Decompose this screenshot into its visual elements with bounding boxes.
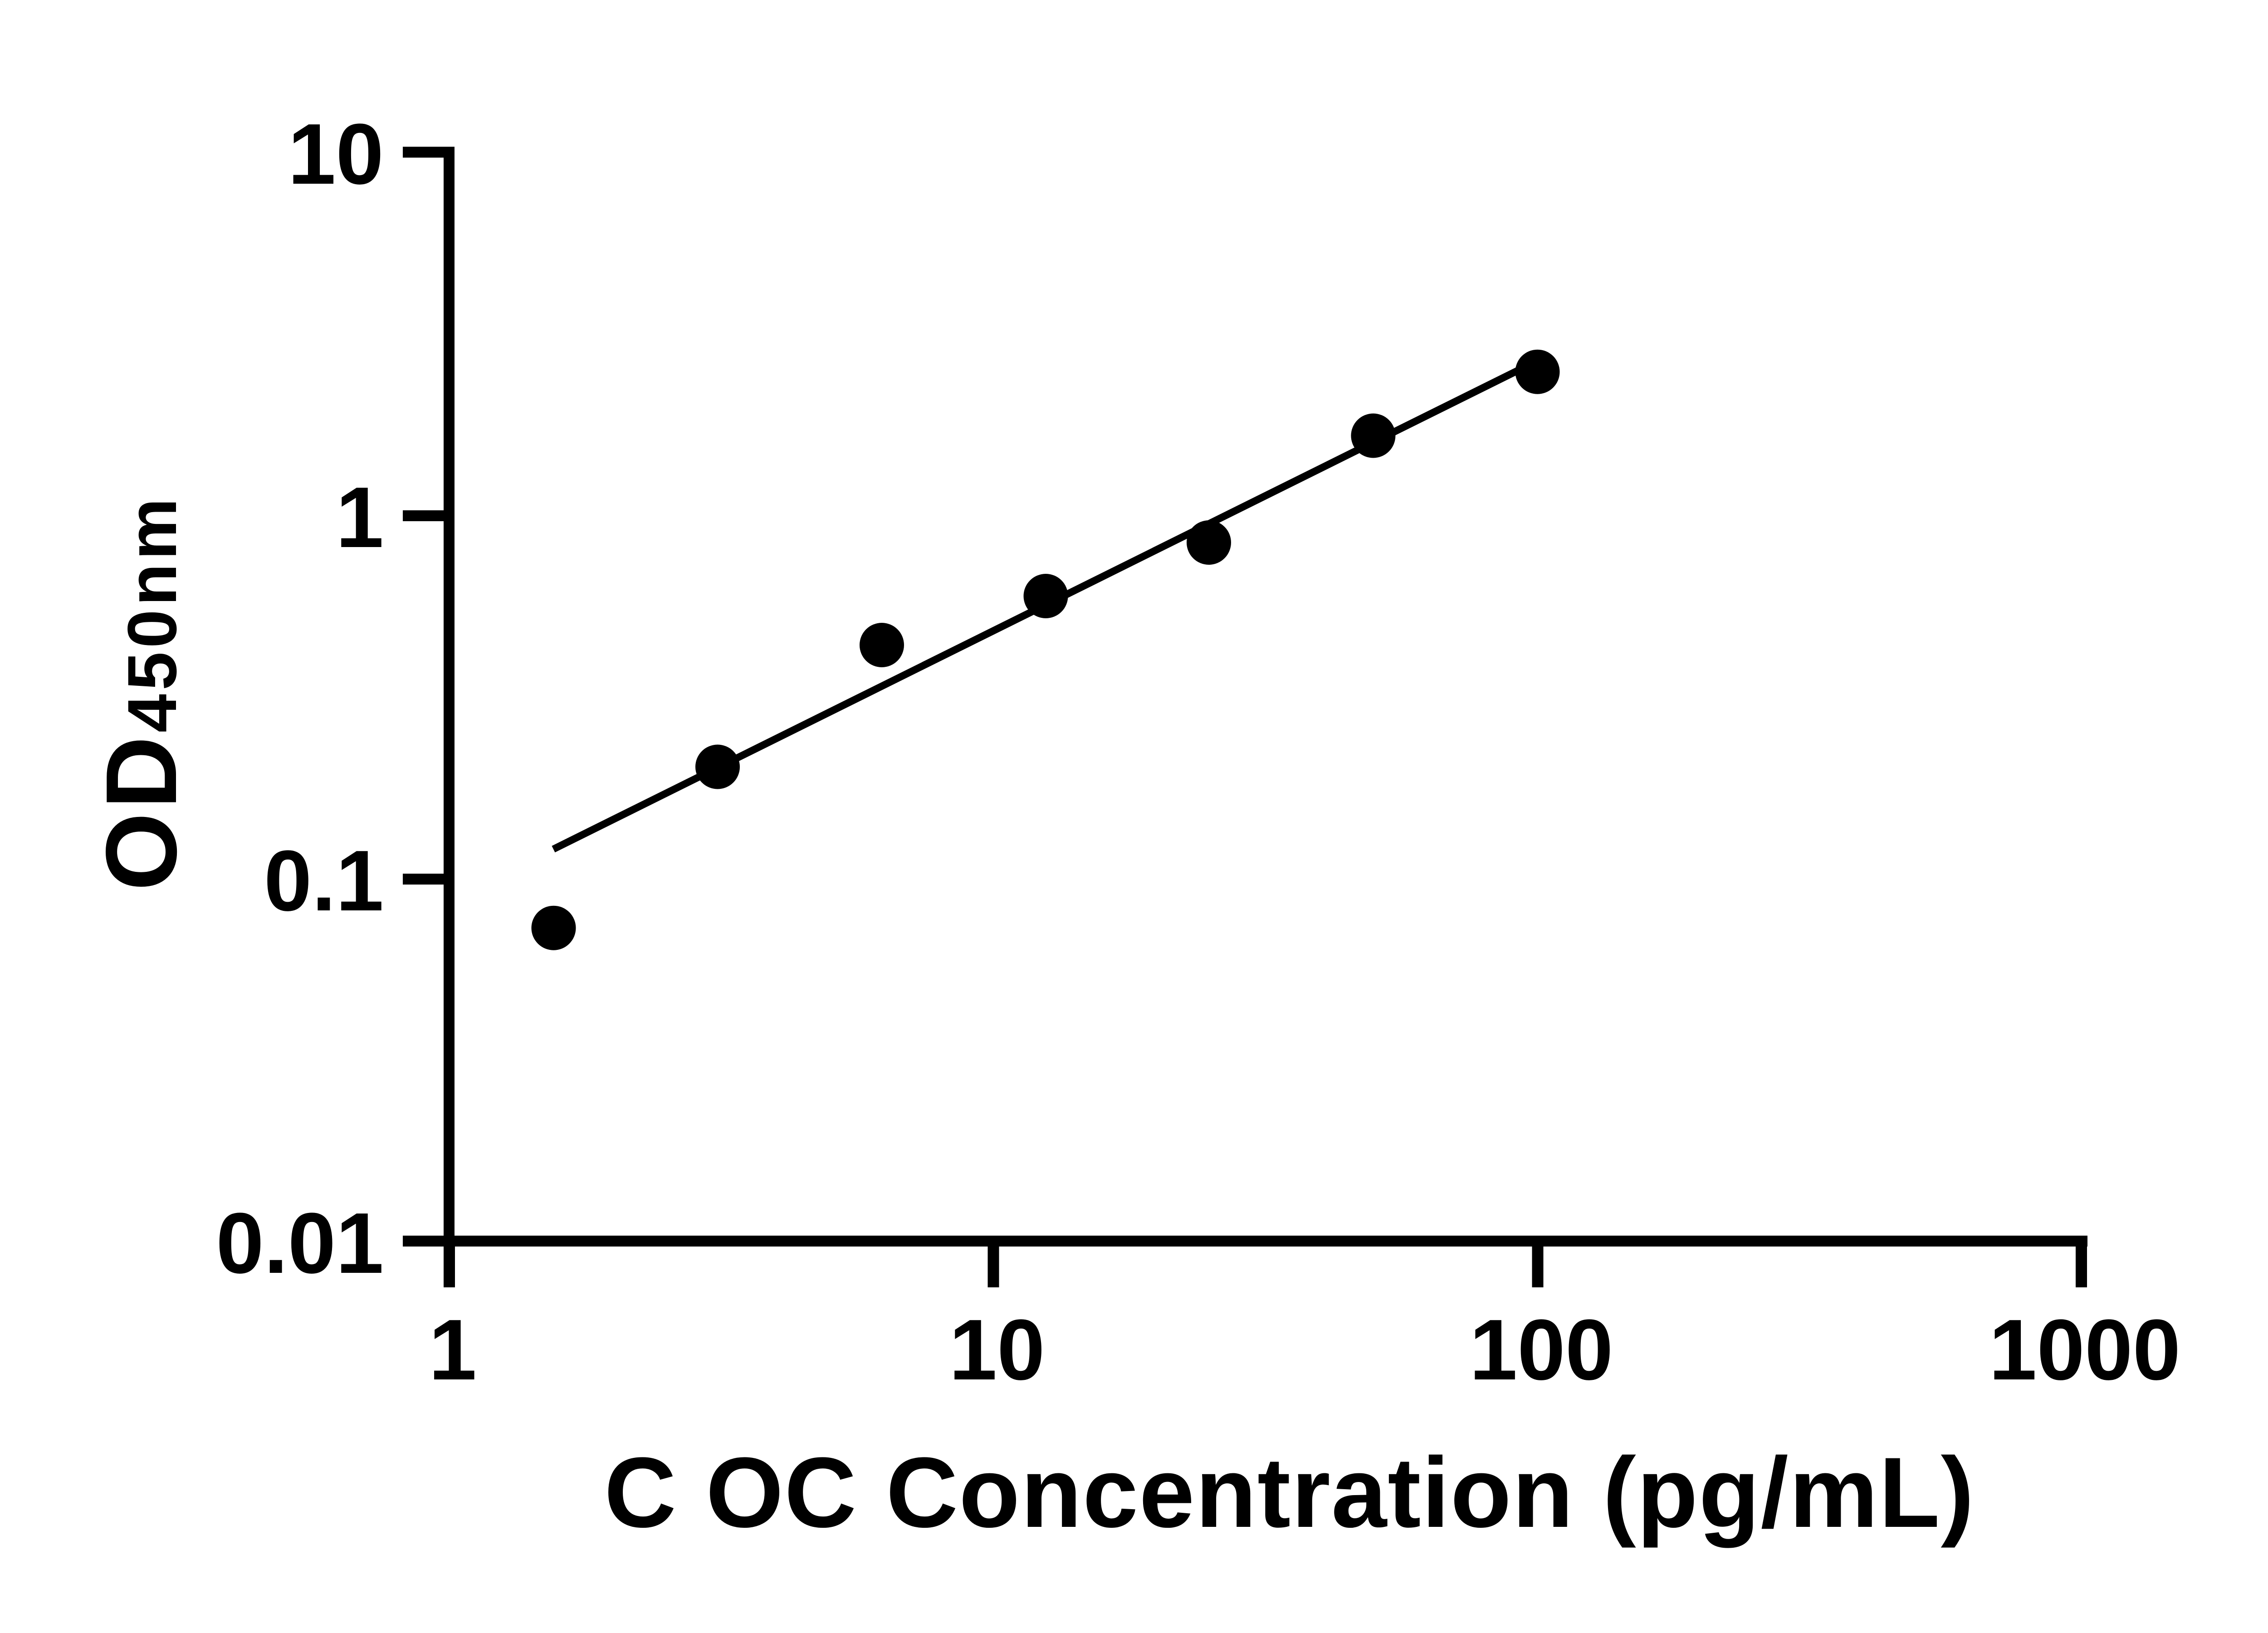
svg-text:1: 1 <box>429 1302 477 1398</box>
svg-text:0.01: 0.01 <box>216 1195 384 1291</box>
svg-text:0.1: 0.1 <box>264 833 384 929</box>
svg-text:10: 10 <box>949 1302 1045 1398</box>
svg-text:100: 100 <box>1469 1302 1613 1398</box>
svg-text:10: 10 <box>288 106 384 202</box>
svg-text:C OC Concentration (pg/mL): C OC Concentration (pg/mL) <box>604 1437 1975 1548</box>
svg-text:1000: 1000 <box>1989 1302 2181 1398</box>
svg-text:1: 1 <box>336 469 384 566</box>
